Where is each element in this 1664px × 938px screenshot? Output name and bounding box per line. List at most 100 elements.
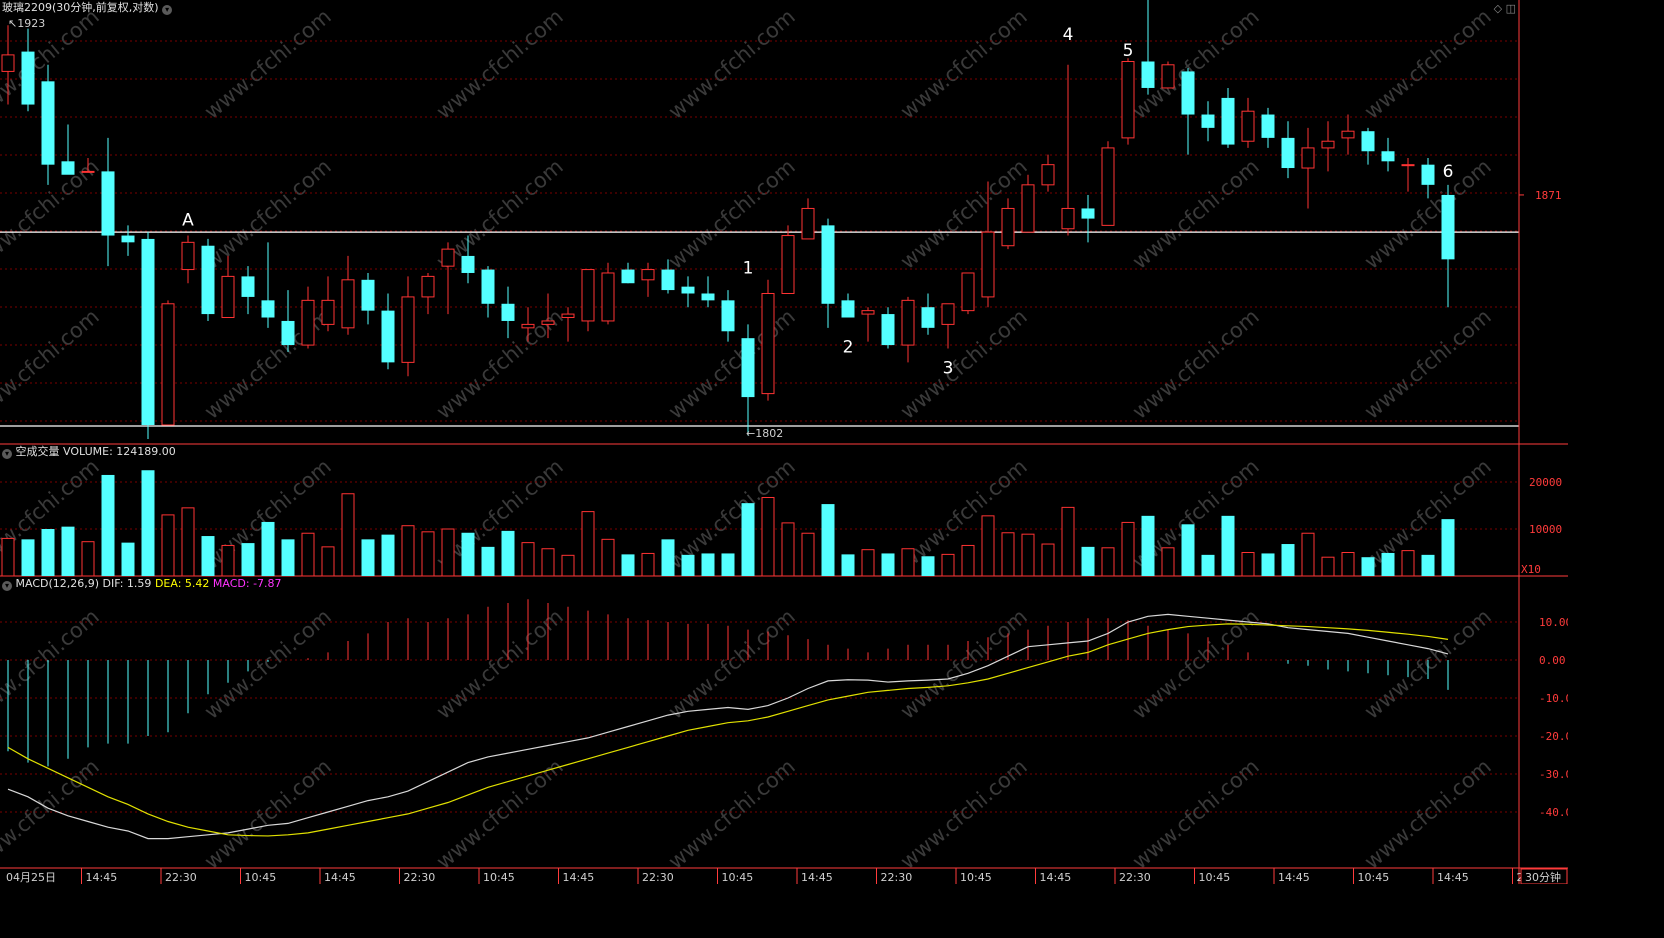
volume-bar [901, 548, 915, 577]
candle-body [441, 248, 455, 267]
candle-body [1141, 61, 1155, 88]
candle [1081, 194, 1095, 243]
candle-body [161, 303, 175, 426]
candle-body [1321, 140, 1335, 149]
volume-bar [421, 531, 435, 577]
watermark-text: www.cfchi.com [1128, 154, 1264, 274]
candle [961, 272, 975, 315]
candle-body [241, 276, 255, 297]
candle [1401, 157, 1415, 192]
volume-bar [1221, 515, 1235, 576]
volume-bar [321, 546, 335, 577]
candle-body [641, 269, 655, 281]
volume-collapse-icon[interactable]: ▾ [2, 449, 12, 459]
time-axis-label: 10:45 [722, 871, 754, 884]
candle [141, 232, 155, 440]
volume-bar [1341, 552, 1355, 577]
candle-body [1001, 207, 1015, 247]
candle-body [781, 235, 795, 294]
candle-body [481, 269, 495, 304]
candle-body [681, 286, 695, 294]
candle [261, 242, 275, 328]
wave-label: 4 [1063, 25, 1074, 45]
candle [1001, 198, 1015, 250]
volume-bar [1301, 532, 1315, 577]
price-panel [1, 0, 1455, 440]
volume-bar [1121, 521, 1135, 577]
macd-header: ▾ MACD(12,26,9) DIF: 1.59 DEA: 5.42 MACD… [2, 577, 282, 591]
volume-bar [601, 538, 615, 577]
time-axis-label: 14:45 [324, 871, 356, 884]
volume-bar [821, 504, 835, 576]
macd-collapse-icon[interactable]: ▾ [2, 581, 12, 591]
volume-bar [1361, 557, 1375, 576]
wave-label: 5 [1123, 41, 1134, 61]
candle-body [1201, 114, 1215, 128]
watermark-text: www.cfchi.com [432, 604, 568, 724]
watermark-text: www.cfchi.com [0, 304, 104, 424]
title-dropdown-icon[interactable]: ▾ [162, 5, 173, 15]
wave-label: 2 [843, 338, 854, 358]
candle-body [1421, 164, 1435, 185]
kline-chart[interactable]: www.cfchi.com www.cfchi.com www.cfchi.com w… [0, 0, 1568, 884]
volume-bar [481, 546, 495, 576]
volume-bar [81, 541, 95, 577]
time-axis-label: 22:30 [404, 871, 436, 884]
candle [741, 324, 755, 436]
candle [481, 266, 495, 318]
macd-axis-tick: -10.00 [1539, 692, 1568, 705]
timeframe-box [1520, 868, 1568, 884]
macd-value: MACD: -7.87 [212, 577, 282, 590]
watermark-text: www.cfchi.com [1360, 754, 1496, 874]
volume-bar [981, 515, 995, 577]
candle-body [1261, 114, 1275, 138]
volume-bar [1081, 546, 1095, 576]
volume-bar [201, 536, 215, 576]
volume-bar [61, 526, 75, 576]
candle [1, 25, 15, 105]
candle-body [141, 238, 155, 426]
macd-axis-tick: -20.00 [1539, 730, 1568, 743]
candle [1261, 107, 1275, 148]
candle-body [961, 272, 975, 312]
annotation-layer: ↖1923 ←1802 A 1 2 3 4 5 6 [8, 17, 1453, 440]
candle-body [361, 279, 375, 311]
volume-bar [181, 507, 195, 577]
volume-label: 空成交量 [15, 445, 60, 458]
time-axis-label: 10:45 [960, 871, 992, 884]
watermark-text: www.cfchi.com [432, 754, 568, 874]
candle-body [421, 275, 435, 298]
candle [841, 293, 855, 318]
volume-bar [921, 556, 935, 576]
candle-body [81, 170, 95, 173]
watermark-text: www.cfchi.com [1128, 754, 1264, 874]
watermark-text: www.cfchi.com [1360, 304, 1496, 424]
macd-axis-tick: 10.00 [1539, 616, 1568, 629]
volume-bar [741, 503, 755, 576]
time-axis-label: 22:30 [1119, 871, 1151, 884]
candle [561, 307, 575, 342]
volume-bar [361, 539, 375, 576]
candle [901, 296, 915, 363]
candle-body [581, 269, 595, 322]
candle-body [881, 314, 895, 346]
candle-body [301, 299, 315, 346]
volume-bar [101, 474, 115, 576]
time-axis-label: 14:45 [801, 871, 833, 884]
window-icons[interactable]: ◇ ◫ [1493, 2, 1516, 15]
candle [781, 225, 795, 294]
volume-bar [21, 539, 35, 576]
volume-bar [461, 532, 475, 576]
volume-bar [441, 528, 455, 577]
volume-bar [861, 549, 875, 577]
candle-body [381, 310, 395, 363]
volume-bar [541, 548, 555, 577]
candle-body [1341, 130, 1355, 139]
time-axis-label: 14:45 [86, 871, 118, 884]
candle-body [541, 320, 555, 325]
candle [661, 259, 675, 294]
candle-body [261, 300, 275, 318]
chart-title: 玻璃2209(30分钟,前复权,对数) ▾ [2, 1, 173, 15]
candle-body [621, 269, 635, 284]
candle [21, 28, 35, 112]
